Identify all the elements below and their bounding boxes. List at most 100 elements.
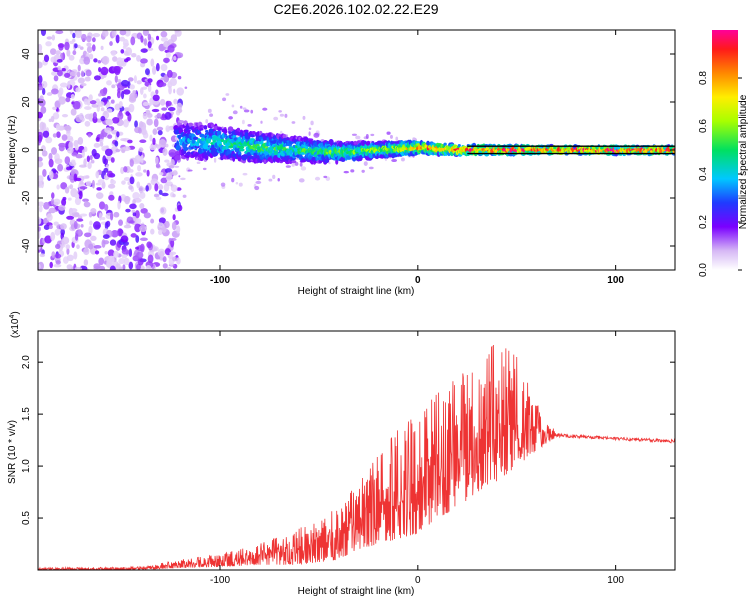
noise-cell [45,41,52,47]
noise-cell [69,71,78,77]
noise-cell [69,161,77,167]
noise-cell [164,220,170,229]
scatter-cell [231,177,235,183]
noise-cell [171,221,177,231]
scatter-cell [260,120,263,124]
noise-cell [121,79,130,87]
signal-cell [196,130,201,134]
noise-cell [137,164,142,172]
noise-cell [99,141,104,147]
noise-cell [45,136,53,144]
snr-y-tick-label: 1.5 [21,407,32,421]
noise-cell [38,205,43,213]
noise-cell [140,48,148,53]
noise-cell [162,148,168,156]
noise-cell [147,78,153,83]
noise-cell [94,250,100,255]
noise-cell [110,50,117,56]
noise-cell [55,50,61,56]
signal-cell [237,154,242,158]
noise-cell [38,61,43,69]
scatter-cell [213,157,217,163]
spectrogram-x-tick-label: 0 [415,275,421,286]
noise-cell [161,192,169,197]
spectrogram-y-tick-label: -40 [21,238,32,253]
noise-cell [151,65,157,75]
noise-cell [121,254,128,259]
noise-cell [93,152,101,160]
spectrogram-x-ticks: -100 0 100 [210,30,624,286]
noise-cell [86,42,92,47]
noise-cell [88,53,94,60]
scatter-cell [298,178,305,183]
noise-cell [51,34,56,41]
snr-x-tick-label: 0 [415,575,421,586]
noise-cell [83,146,88,153]
noise-cell [92,33,101,38]
noise-cell [86,99,91,106]
noise-cell [138,127,142,134]
scatter-cell [300,166,307,171]
noise-cell [56,131,61,139]
noise-cell [117,78,122,84]
noise-cell [152,137,156,146]
noise-cell [150,58,155,67]
scatter-cell [302,115,306,120]
noise-cell [121,149,126,154]
scatter-cell [285,165,291,168]
signal-cell [236,127,241,132]
spectrogram-y-tick-label: 40 [21,48,32,60]
scatter-cell [235,182,239,185]
scatter-cell [368,166,374,170]
signal-cell [223,129,228,135]
signal-cell [194,145,201,149]
signal-cell [263,159,267,164]
noise-cell [43,201,50,210]
noise-cell [72,50,77,56]
noise-cell [46,213,53,222]
spectrogram-x-label: Height of straight line (km) [298,286,415,297]
noise-cell [38,243,41,250]
noise-cell [136,55,141,62]
noise-cell [140,154,144,164]
colorbar-strip [712,30,738,270]
signal-cell [217,127,222,131]
noise-cell [61,68,66,72]
snr-frame [37,330,676,571]
noise-cell [38,180,43,188]
noise-cell [136,80,142,85]
scatter-cell [313,132,320,138]
noise-cell [152,246,159,252]
noise-cell [93,221,101,230]
signal-cell [226,149,231,155]
noise-cell [146,118,153,126]
noise-cell [125,111,130,116]
noise-cell [130,36,136,46]
signal-cell [201,137,205,142]
scatter-cell [242,172,248,176]
noise-cell [157,130,163,136]
scatter-cell [187,169,193,172]
scatter-cell [351,133,357,136]
noise-cell [80,83,87,87]
noise-cell [105,220,111,228]
noise-cell [111,84,116,89]
noise-cell [168,165,175,169]
noise-cell [123,224,132,229]
noise-cell [165,52,171,58]
noise-cell [156,35,160,41]
noise-cell [130,233,137,238]
noise-cell [143,212,151,219]
noise-cell [160,77,167,81]
noise-cell [143,169,147,173]
noise-cell [146,241,152,249]
noise-cell [177,204,183,212]
noise-cell [152,94,160,102]
signal-cell [183,146,189,151]
noise-cell [76,218,84,222]
noise-cell [104,203,109,211]
noise-cell [62,196,67,201]
noise-cell [64,72,71,78]
noise-cell [75,177,82,182]
noise-cell [96,187,102,191]
